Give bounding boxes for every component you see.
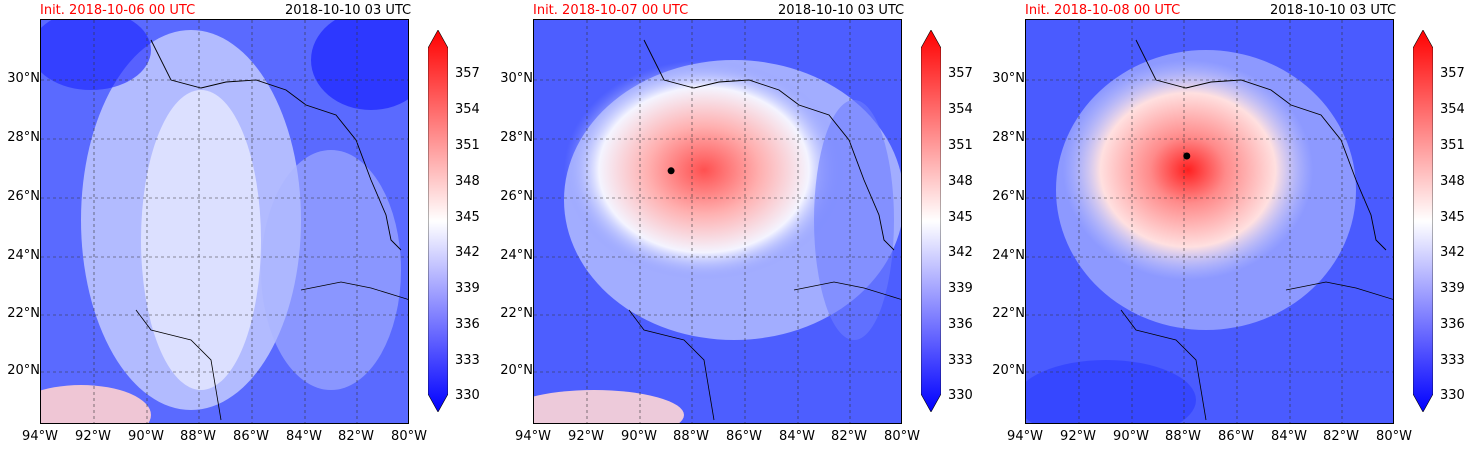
colorbar-tick: 333 <box>1440 353 1464 368</box>
lon-label: 90°W <box>621 429 657 444</box>
map-canvas <box>41 20 408 423</box>
valid-time-title: 2018-10-10 03 UTC <box>778 3 905 18</box>
colorbar-tick: 342 <box>948 245 973 260</box>
lon-label: 82°W <box>1323 429 1359 444</box>
colorbar-tick: 348 <box>455 174 480 189</box>
valid-time-title: 2018-10-10 03 UTC <box>285 3 412 18</box>
lon-label: 84°W <box>779 429 815 444</box>
storm-center-marker <box>667 167 675 175</box>
colorbar-tick: 351 <box>1440 138 1464 153</box>
panel-2: Init. 2018-10-07 00 UTC 2018-10-10 03 UT… <box>493 0 973 449</box>
colorbar-tick: 348 <box>948 174 973 189</box>
lat-label: 30°N <box>992 71 1025 86</box>
lat-label: 30°N <box>7 71 40 86</box>
lon-label: 84°W <box>1271 429 1307 444</box>
colorbar <box>1413 30 1433 412</box>
colorbar-tick: 333 <box>455 353 480 368</box>
colorbar-tick: 354 <box>1440 102 1464 117</box>
colorbar-tick: 342 <box>455 245 480 260</box>
panel-1: Init. 2018-10-06 00 UTC 2018-10-10 03 UT… <box>0 0 480 449</box>
colorbar-tick: 354 <box>455 102 480 117</box>
map-canvas <box>534 20 901 423</box>
lon-label: 94°W <box>515 429 551 444</box>
colorbar-tick: 336 <box>948 317 973 332</box>
lon-label: 92°W <box>75 429 111 444</box>
lat-label: 26°N <box>7 189 40 204</box>
theta-e-map <box>1025 19 1394 424</box>
graticule <box>534 20 901 423</box>
colorbar-tick: 357 <box>948 66 973 81</box>
colorbar-tick: 330 <box>455 388 480 403</box>
map-canvas <box>1026 20 1393 423</box>
lat-label: 20°N <box>992 363 1025 378</box>
colorbar-tick: 351 <box>948 138 973 153</box>
lon-label: 88°W <box>1165 429 1201 444</box>
lat-label: 22°N <box>500 306 533 321</box>
lon-label: 88°W <box>673 429 709 444</box>
lat-label: 26°N <box>992 189 1025 204</box>
lon-label: 86°W <box>233 429 269 444</box>
colorbar-tick: 339 <box>1440 281 1464 296</box>
lon-label: 80°W <box>884 429 920 444</box>
lat-label: 28°N <box>500 130 533 145</box>
graticule <box>1026 20 1393 423</box>
colorbar-tick: 333 <box>948 353 973 368</box>
lon-label: 80°W <box>1376 429 1412 444</box>
lat-label: 20°N <box>7 363 40 378</box>
lat-label: 24°N <box>7 248 40 263</box>
init-time-title: Init. 2018-10-08 00 UTC <box>1025 3 1181 18</box>
lat-label: 28°N <box>992 130 1025 145</box>
lat-label: 20°N <box>500 363 533 378</box>
theta-e-map <box>533 19 902 424</box>
lon-label: 82°W <box>831 429 867 444</box>
colorbar-tick: 357 <box>455 66 480 81</box>
lon-label: 94°W <box>22 429 58 444</box>
colorbar-tick: 345 <box>455 210 480 225</box>
lat-label: 24°N <box>992 248 1025 263</box>
lat-label: 22°N <box>7 306 40 321</box>
lon-label: 84°W <box>286 429 322 444</box>
lon-label: 92°W <box>568 429 604 444</box>
colorbar-tick: 354 <box>948 102 973 117</box>
colorbar-tick: 345 <box>948 210 973 225</box>
lat-label: 26°N <box>500 189 533 204</box>
lon-label: 88°W <box>180 429 216 444</box>
valid-time-title: 2018-10-10 03 UTC <box>1270 3 1397 18</box>
colorbar-tick: 342 <box>1440 245 1464 260</box>
lat-label: 30°N <box>500 71 533 86</box>
colorbar-tick: 330 <box>948 388 973 403</box>
colorbar-tick: 357 <box>1440 66 1464 81</box>
graticule <box>41 20 408 423</box>
colorbar <box>428 30 448 412</box>
lat-label: 22°N <box>992 306 1025 321</box>
colorbar-tick: 345 <box>1440 210 1464 225</box>
lat-label: 28°N <box>7 130 40 145</box>
panel-3: Init. 2018-10-08 00 UTC 2018-10-10 03 UT… <box>985 0 1464 449</box>
colorbar-tick: 339 <box>948 281 973 296</box>
colorbar-tick: 339 <box>455 281 480 296</box>
lon-label: 86°W <box>726 429 762 444</box>
lon-label: 94°W <box>1007 429 1043 444</box>
lon-label: 82°W <box>338 429 374 444</box>
colorbar <box>921 30 941 412</box>
lon-label: 86°W <box>1218 429 1254 444</box>
init-time-title: Init. 2018-10-07 00 UTC <box>533 3 689 18</box>
colorbar-tick: 336 <box>455 317 480 332</box>
init-time-title: Init. 2018-10-06 00 UTC <box>40 3 196 18</box>
theta-e-map <box>40 19 409 424</box>
lon-label: 80°W <box>391 429 427 444</box>
lon-label: 92°W <box>1060 429 1096 444</box>
lon-label: 90°W <box>1113 429 1149 444</box>
lon-label: 90°W <box>128 429 164 444</box>
colorbar-tick: 351 <box>455 138 480 153</box>
lat-label: 24°N <box>500 248 533 263</box>
colorbar-tick: 336 <box>1440 317 1464 332</box>
storm-center-marker <box>1183 152 1191 160</box>
colorbar-tick: 330 <box>1440 388 1464 403</box>
colorbar-tick: 348 <box>1440 174 1464 189</box>
